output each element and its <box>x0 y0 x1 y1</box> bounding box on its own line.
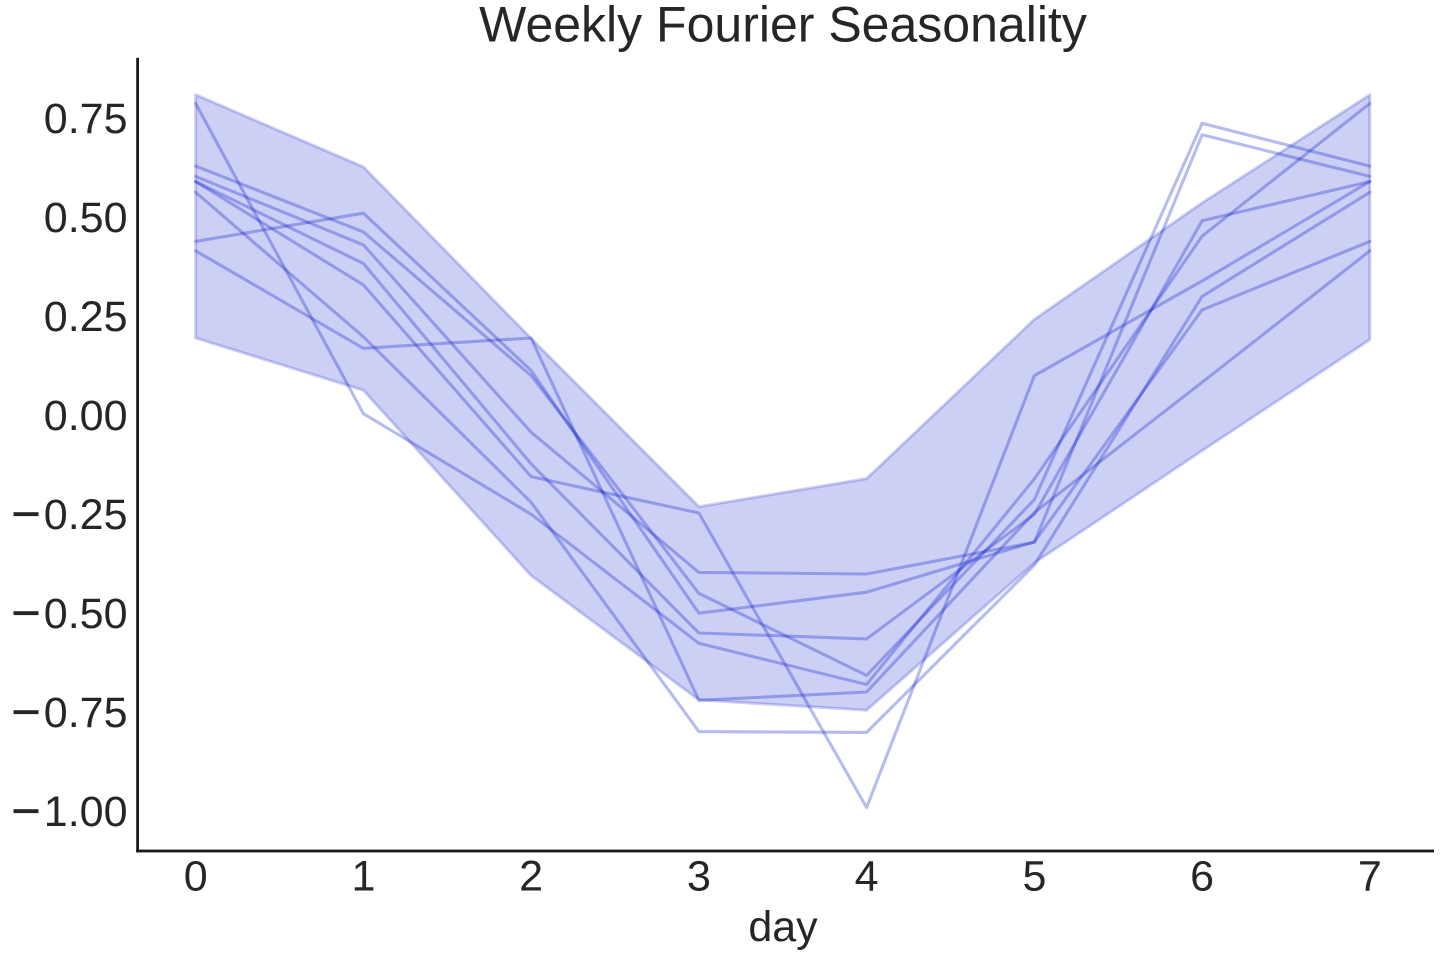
svg-text:0: 0 <box>184 852 208 900</box>
svg-text:4: 4 <box>855 852 879 900</box>
svg-text:0.25: 0.25 <box>44 491 128 539</box>
svg-text:0.25: 0.25 <box>44 293 128 341</box>
svg-text:0.75: 0.75 <box>44 95 128 143</box>
svg-text:1.00: 1.00 <box>44 788 128 836</box>
svg-text:2: 2 <box>519 852 543 900</box>
svg-text:0.50: 0.50 <box>44 590 128 638</box>
svg-text:day: day <box>748 903 818 951</box>
svg-text:0.75: 0.75 <box>44 689 128 737</box>
svg-text:1: 1 <box>351 852 375 900</box>
svg-text:6: 6 <box>1190 852 1214 900</box>
svg-text:3: 3 <box>687 852 711 900</box>
svg-text:0.50: 0.50 <box>44 194 128 242</box>
svg-text:5: 5 <box>1022 852 1046 900</box>
svg-text:Weekly Fourier Seasonality: Weekly Fourier Seasonality <box>479 0 1087 53</box>
svg-text:0.00: 0.00 <box>44 392 128 440</box>
svg-text:7: 7 <box>1358 852 1382 900</box>
